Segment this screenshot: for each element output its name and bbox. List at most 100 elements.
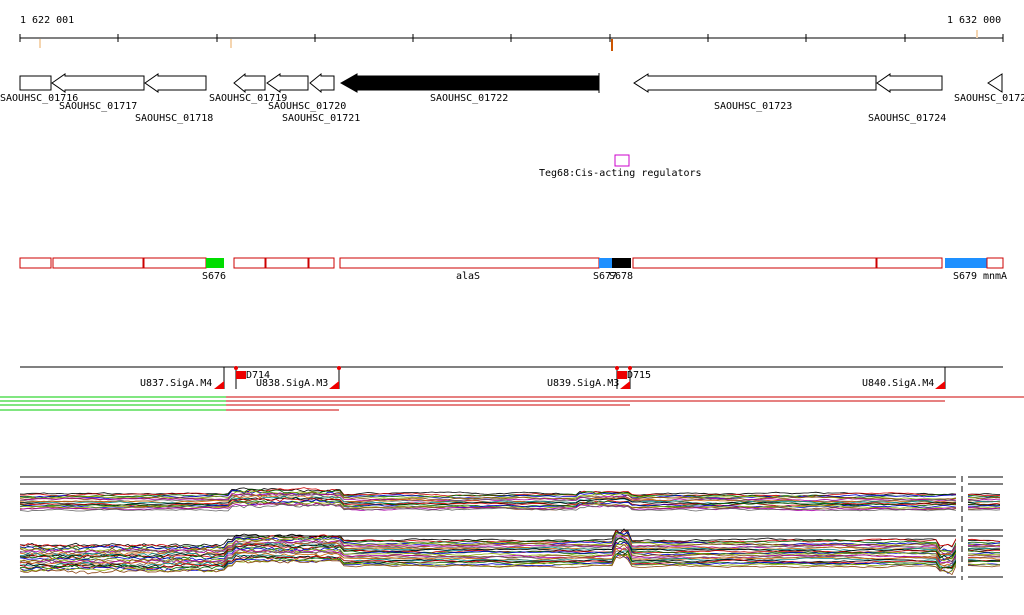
tu-dot	[234, 366, 238, 370]
segment[interactable]	[233, 257, 266, 269]
expression-trace	[19, 493, 1001, 503]
tu-dot	[337, 366, 341, 370]
gene-arrow-01718[interactable]	[144, 73, 207, 93]
segment-s676[interactable]	[206, 258, 224, 268]
expression-trace	[19, 501, 1001, 509]
position-marker	[976, 30, 978, 38]
segment[interactable]	[19, 257, 52, 269]
expression-trace	[19, 489, 1001, 500]
segment-s677[interactable]	[599, 258, 612, 268]
expression-trace	[19, 553, 1001, 574]
gene-arrow-01719[interactable]	[233, 72, 266, 94]
tu-dot	[615, 366, 619, 370]
expression-trace	[19, 491, 1001, 501]
gene-label: SAOUHSC_01718	[135, 113, 213, 124]
gene-arrow-01721[interactable]	[309, 72, 335, 94]
gene-arrow-01717[interactable]	[51, 73, 145, 93]
expression-trace	[19, 530, 1000, 552]
tu-dot	[628, 366, 632, 370]
downstream-label-d714: D714	[246, 370, 270, 381]
expression-trace	[19, 499, 1001, 508]
tu-end-marker	[329, 381, 339, 389]
expression-trace	[19, 547, 1001, 568]
downstream-marker-d714[interactable]	[236, 371, 246, 379]
gene-arrow-01716[interactable]	[19, 75, 52, 91]
segment-label-s676: S676	[202, 271, 226, 282]
segment-label-s679: S679	[953, 271, 977, 282]
expression-trace	[19, 494, 1001, 504]
segment-mnma[interactable]	[986, 257, 1004, 269]
expression-trace	[19, 543, 1001, 564]
segment-label-mnma: mnmA	[983, 271, 1007, 282]
ruler-end-label: 1 632 000	[947, 15, 1001, 26]
position-marker	[230, 39, 232, 48]
downstream-label-d715: D715	[627, 370, 651, 381]
expression-trace	[19, 535, 1001, 556]
expression-trace	[19, 499, 1001, 509]
coverage-lines	[0, 396, 1024, 411]
segment-label-s678: S678	[609, 271, 633, 282]
expression-plot-bottom	[19, 528, 1001, 576]
expression-trace	[19, 553, 1001, 571]
expression-trace	[19, 528, 1001, 550]
position-marker	[611, 39, 613, 51]
tu-end-marker	[935, 381, 945, 389]
segment[interactable]	[876, 257, 943, 269]
tu-end-marker	[620, 381, 630, 389]
tu-label-u839: U839.SigA.M3	[547, 378, 619, 389]
segment-s679[interactable]	[945, 258, 987, 268]
gene-arrow-0172x[interactable]	[987, 73, 1003, 93]
segment-s678[interactable]	[612, 258, 631, 268]
regulator-track: Teg68:Cis-acting regulators	[539, 154, 702, 179]
regulator-box[interactable]	[614, 154, 630, 167]
segment[interactable]	[265, 257, 309, 269]
expression-trace	[19, 550, 1000, 570]
gene-label: SAOUHSC_01724	[868, 113, 946, 124]
segment-track: S676 alaS S677 S678 S679 mnmA	[19, 257, 1007, 282]
tu-end-marker	[214, 381, 224, 389]
gene-arrow-01722[interactable]	[339, 73, 600, 93]
gene-arrow-01724[interactable]	[876, 73, 943, 93]
expression-trace	[19, 550, 1001, 569]
gene-arrow-01720[interactable]	[266, 73, 309, 93]
ruler-ticks	[19, 34, 1004, 42]
ruler-start-label: 1 622 001	[20, 15, 74, 26]
segment[interactable]	[632, 257, 877, 269]
segment[interactable]	[308, 257, 335, 269]
coordinate-ruler	[19, 30, 1004, 51]
downstream-marker-d715[interactable]	[617, 371, 627, 379]
expression-trace	[19, 503, 1001, 512]
tu-label-u838: U838.SigA.M3	[256, 378, 328, 389]
expression-plot-top	[19, 487, 1001, 512]
ruler-position-markers	[39, 30, 978, 51]
segment-label-alas: alaS	[456, 271, 480, 282]
gene-label: SAOUHSC_0172	[954, 93, 1024, 104]
segment-label-s677: S677	[593, 271, 617, 282]
expression-trace	[20, 497, 1001, 507]
gene-label: SAOUHSC_01722	[430, 93, 508, 104]
expression-trace	[19, 540, 1000, 560]
segment[interactable]	[52, 257, 144, 269]
segment-alas[interactable]	[339, 257, 600, 269]
gene-label: SAOUHSC_01721	[282, 113, 360, 124]
expression-trace	[19, 537, 1001, 558]
gene-label: SAOUHSC_01716	[0, 93, 78, 104]
expression-trace	[19, 545, 1001, 565]
expression-panel	[19, 476, 1003, 580]
gene-label: SAOUHSC_01719	[209, 93, 287, 104]
gene-arrow-01723[interactable]	[633, 73, 877, 93]
position-marker	[39, 39, 41, 48]
gene-label: SAOUHSC_01723	[714, 101, 792, 112]
tu-label-u840: U840.SigA.M4	[862, 378, 934, 389]
expression-trace	[19, 492, 1000, 502]
tu-label-u837: U837.SigA.M4	[140, 378, 212, 389]
expression-trace	[19, 555, 1001, 576]
regulator-label: Teg68:Cis-acting regulators	[539, 168, 702, 179]
transcription-unit-track: U837.SigA.M4 U838.SigA.M3 U839.SigA.M3 U…	[20, 366, 1003, 389]
gene-label: SAOUHSC_01717	[59, 101, 137, 112]
segment[interactable]	[143, 257, 207, 269]
